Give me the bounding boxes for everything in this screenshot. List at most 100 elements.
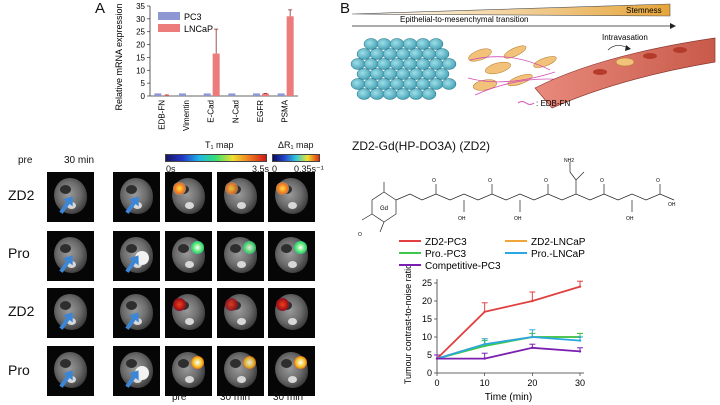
panel-a-letter: A	[95, 0, 106, 17]
x-axis-label: Time (min)	[485, 392, 532, 403]
x-tick-label: 20	[527, 378, 537, 388]
epithelial-cell	[376, 38, 392, 50]
epithelial-cell	[369, 88, 385, 100]
epithelial-cell	[356, 68, 372, 80]
mri-scan	[113, 172, 160, 222]
dr1-map-label: ΔR₁ map	[278, 140, 314, 150]
mri-scan	[47, 231, 94, 281]
bar-pc3	[277, 93, 285, 96]
mri-scan	[217, 172, 264, 222]
epithelial-cell	[389, 38, 405, 50]
legend-label: Pro.-PC3	[425, 249, 467, 260]
epithelial-cell	[389, 58, 405, 70]
bottom-label-30min-t1: 30 min	[220, 392, 251, 403]
y-tick-label: 0	[141, 92, 146, 101]
edbfn-legend-label: : EDB-FN	[536, 99, 570, 108]
y-tick-label: 10	[136, 66, 145, 75]
epithelial-cell	[363, 58, 379, 70]
y-tick-label: 5	[427, 350, 432, 360]
epithelial-cell	[402, 58, 418, 70]
svg-text:O: O	[358, 232, 362, 238]
legend-label: PC3	[184, 12, 202, 22]
y-axis-label: Relative mRNA expression	[114, 3, 124, 110]
epithelial-cell	[369, 48, 385, 60]
bar-pc3	[203, 93, 211, 96]
data-point	[531, 299, 534, 303]
svg-text:OH: OH	[626, 216, 634, 222]
cnr-line-chart: 0 5 10 15 20 25 0 10 20 30 Time (min) Tumour contra…	[399, 237, 586, 403]
mri-scan	[165, 288, 212, 338]
epithelial-cell	[421, 48, 437, 60]
svg-text:O: O	[544, 178, 548, 184]
y-tick-label: 30	[136, 15, 145, 24]
epithelial-cell	[356, 88, 372, 100]
y-tick-label: 35	[136, 2, 145, 11]
svg-text:OH: OH	[514, 216, 522, 222]
epithelial-cell	[441, 78, 457, 90]
data-point	[578, 350, 582, 353]
y-axis-label: Tumour contrast-to-noise ratio	[403, 264, 413, 384]
epithelial-cell	[428, 78, 444, 90]
epithelial-cell	[415, 38, 431, 50]
bottom-label-pre: pre	[172, 392, 187, 403]
t1-map-label: T₁ map	[205, 140, 234, 150]
svg-text:OH: OH	[668, 202, 676, 208]
svg-text:OH: OH	[458, 216, 466, 222]
legend-label: ZD2-LNCaP	[531, 237, 586, 248]
mri-scan	[268, 231, 315, 281]
epithelial-cell	[415, 78, 431, 90]
dr1-colorbar	[272, 154, 320, 162]
bar-lncap	[163, 95, 171, 96]
data-point	[578, 285, 582, 288]
epithelial-cell	[408, 48, 424, 60]
svg-text:O: O	[432, 178, 436, 184]
bar-lncap	[212, 53, 220, 96]
epithelial-cell	[441, 58, 457, 70]
svg-text:NH2: NH2	[564, 158, 574, 164]
bar-lncap	[262, 93, 269, 96]
col-label-pre: pre	[18, 155, 33, 166]
mri-row-label: ZD2	[8, 187, 35, 203]
series-line	[437, 346, 581, 360]
epithelial-cell	[395, 48, 411, 60]
emt-schematic: Stemness Epithelial-to-mesenchymal trans…	[350, 3, 716, 109]
epithelial-cell	[369, 68, 385, 80]
mri-scan	[268, 172, 315, 222]
mri-scan	[113, 288, 160, 338]
y-tick-label: 20	[136, 41, 145, 50]
epithelial-cell	[402, 78, 418, 90]
compound-title: ZD2-Gd(HP-DO3A) (ZD2)	[352, 139, 491, 153]
mri-scan	[113, 231, 160, 281]
bar-pc3	[253, 93, 260, 96]
y-tick-label: 25	[422, 278, 432, 288]
data-point	[435, 357, 439, 360]
epithelial-cell	[382, 68, 398, 80]
zd2-chemical-structure: Gd O O O O O O NH2 OH OH OH OH	[358, 158, 676, 238]
intravasation-label: Intravasation	[602, 33, 648, 42]
x-category-label: EDB-FN	[157, 100, 166, 130]
svg-text:O: O	[600, 178, 604, 184]
legend-swatch	[158, 24, 180, 32]
epithelial-cell	[434, 68, 450, 80]
stemness-wedge	[351, 3, 671, 17]
svg-text:O: O	[656, 178, 660, 184]
mesenchymal-cells	[467, 45, 566, 96]
epithelial-cell	[363, 38, 379, 50]
epithelial-cell	[389, 78, 405, 90]
y-tick-label: 15	[136, 53, 145, 62]
bar-pc3	[228, 93, 236, 96]
dr1-max-label: 0.35s⁻¹	[294, 164, 324, 174]
mri-scan	[165, 172, 212, 222]
mri-scan	[113, 346, 160, 396]
mri-scan	[217, 346, 264, 396]
x-category-label: N-Cad	[231, 100, 240, 123]
col-label-30min: 30 min	[64, 155, 95, 166]
blood-vessel	[534, 37, 716, 109]
x-tick-label: 30	[575, 378, 585, 388]
legend-label: Pro.-LNCaP	[531, 249, 585, 260]
y-tick-label: 20	[422, 296, 432, 306]
data-point	[483, 310, 486, 313]
mri-scan	[47, 346, 94, 396]
y-tick-label: 15	[422, 314, 432, 324]
epithelial-cell	[382, 48, 398, 60]
